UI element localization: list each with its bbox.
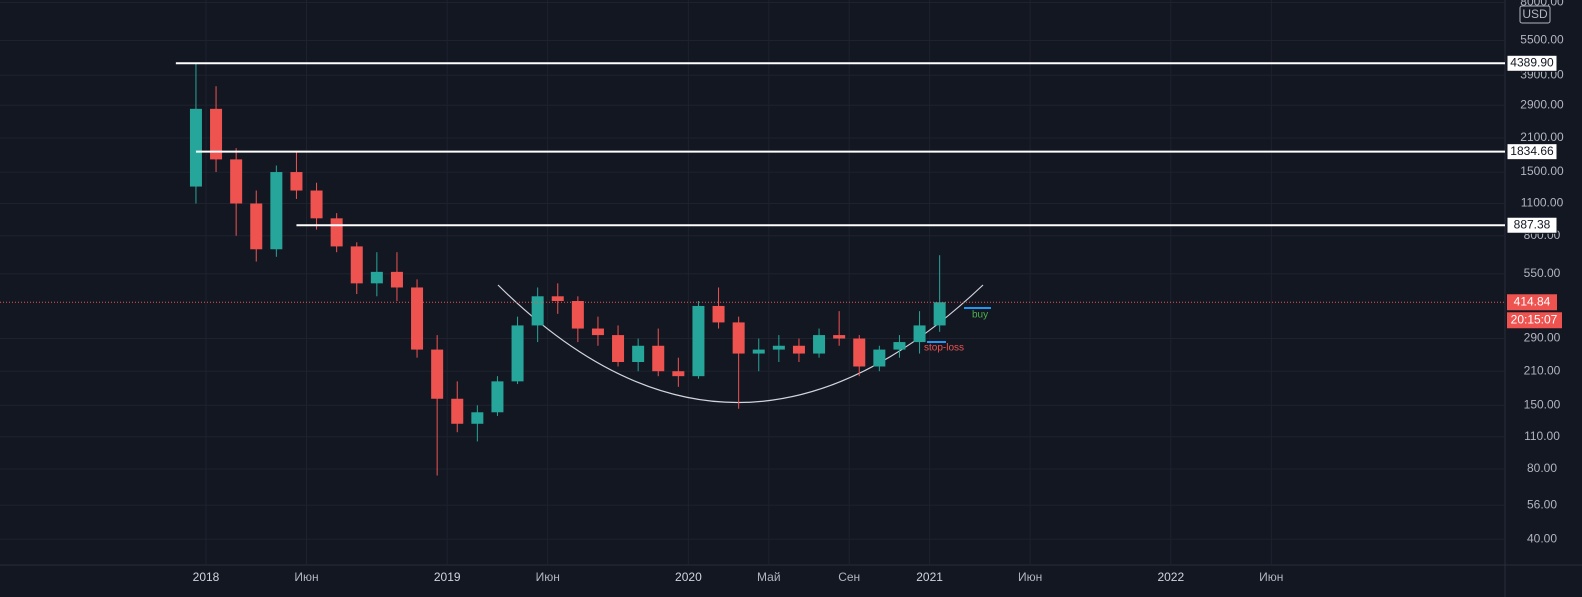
candle-body [210,108,223,160]
candle-body [591,328,604,336]
candle-body [933,302,946,326]
x-tick-label: 2020 [675,570,702,584]
buy-label: buy [972,310,988,321]
candle-body [551,296,564,302]
y-tick-label: 210.00 [1524,363,1561,377]
last-price-label: 414.84 [1514,294,1551,308]
candle-body [451,398,464,424]
y-tick-label: 5500.00 [1520,33,1564,47]
level-label: 1834.66 [1510,144,1554,158]
y-tick-label: 290.00 [1524,331,1561,345]
candle-body [772,345,785,350]
candle-body [370,271,383,284]
x-tick-label: 2021 [916,570,943,584]
candle-body [230,159,243,204]
y-tick-label: 2100.00 [1520,130,1564,144]
x-tick-label: Июн [1259,570,1283,584]
x-tick-label: 2018 [193,570,220,584]
candle-body [390,271,403,288]
candle-body [571,301,584,329]
x-tick-label: 2022 [1157,570,1184,584]
y-tick-label: 2900.00 [1520,97,1564,111]
candle-body [833,335,846,339]
countdown-label: 20:15:07 [1511,312,1558,326]
candle-body [189,108,202,187]
candle-body [310,190,323,219]
candle-body [411,287,424,350]
candle-body [471,412,484,424]
y-tick-label: 1100.00 [1521,196,1564,210]
level-tag [1506,54,1558,72]
level-label: 887.38 [1514,217,1551,231]
candle-body [853,338,866,367]
plot [189,63,946,476]
x-tick-label: Июн [536,570,560,584]
y-tick-label: 110.00 [1524,429,1560,443]
candle-body [632,345,645,363]
y-tick-label: 150.00 [1524,397,1561,411]
candle-body [431,349,444,399]
grid [0,0,1505,565]
candle-body [672,371,685,377]
x-tick-label: Май [757,570,781,584]
candle-body [350,246,363,284]
last-price-tag [1507,294,1557,311]
unit-label: USD [1522,7,1548,21]
candle-body [511,325,524,382]
level-tag [1506,143,1558,161]
candle-body [893,342,906,350]
y-tick-label: 40.00 [1527,531,1557,545]
candle-body [692,305,705,377]
x-tick-label: 2019 [434,570,461,584]
countdown-tag [1507,312,1562,329]
candle-body [612,335,625,363]
candle-body [290,172,303,191]
x-tick-label: Сен [838,570,860,584]
candle-body [270,172,283,250]
candle-body [913,325,926,343]
y-tick-label: 80.00 [1527,461,1557,475]
candle-body [330,218,343,247]
candle-body [531,296,544,326]
candle-body [792,345,805,354]
y-tick-label: 8000.00 [1520,0,1564,9]
stop-loss-label: stop-loss [924,343,964,354]
level-label: 4389.90 [1510,55,1554,69]
candle-body [250,203,263,250]
y-tick-label: 550.00 [1524,266,1561,280]
x-tick-label: Июн [1018,570,1042,584]
level-tag [1506,216,1558,234]
candle-body [873,349,886,367]
candle-body [732,322,745,354]
candle-body [712,305,725,323]
unit-box [1519,5,1551,24]
y-tick-label: 1500.00 [1520,164,1564,178]
candle-body [652,345,665,372]
candle-body [752,349,765,354]
x-tick-label: Июн [294,570,318,584]
y-tick-label: 56.00 [1527,497,1557,511]
candle-body [491,381,504,413]
candle-body [813,335,826,354]
